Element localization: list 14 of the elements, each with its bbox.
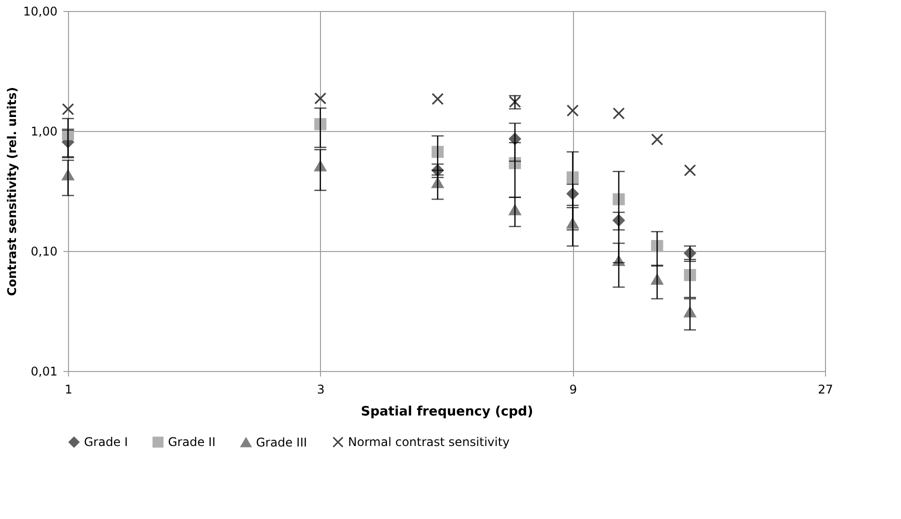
y-tick-label: 0,01: [30, 364, 58, 378]
y-tick-label: 1,00: [30, 124, 58, 138]
legend-label: Grade II: [168, 435, 216, 450]
legend-label: Grade I: [84, 435, 128, 450]
x-tick-label: 3: [317, 382, 325, 396]
legend-label: Normal contrast sensitivity: [348, 435, 510, 450]
x-tick-label: 27: [818, 382, 834, 396]
y-tick-label: 0,10: [30, 244, 58, 258]
y-tick-label: 10,00: [23, 4, 58, 18]
x-tick-label: 9: [569, 382, 577, 396]
x-tick-label: 1: [64, 382, 72, 396]
y-axis-title: Contrast sensitivity (rel. units): [5, 87, 20, 296]
legend-label: Grade III: [256, 435, 308, 450]
x-axis-title: Spatial frequency (cpd): [360, 404, 534, 420]
